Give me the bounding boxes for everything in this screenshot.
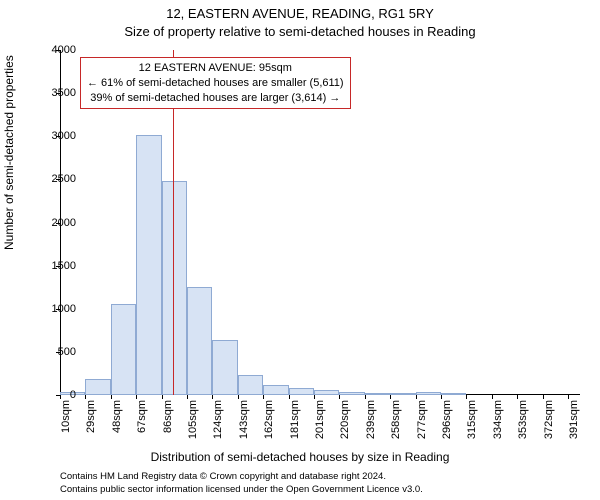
footer-line-2: Contains public sector information licen…: [60, 484, 423, 496]
annotation-line-2: ← 61% of semi-detached houses are smalle…: [87, 76, 344, 91]
y-tick-label: 500: [36, 346, 76, 358]
footer-line-1: Contains HM Land Registry data © Crown c…: [60, 471, 423, 483]
annotation-box: 12 EASTERN AVENUE: 95sqm← 61% of semi-de…: [80, 57, 351, 110]
y-tick-label: 1000: [36, 303, 76, 315]
x-tick-mark: [162, 395, 163, 399]
x-tick-label: 29sqm: [85, 400, 97, 433]
x-tick-label: 334sqm: [492, 400, 504, 439]
chart-title-address: 12, EASTERN AVENUE, READING, RG1 5RY: [0, 6, 600, 21]
x-tick-mark: [543, 395, 544, 399]
x-tick-mark: [187, 395, 188, 399]
x-tick-mark: [339, 395, 340, 399]
x-tick-mark: [314, 395, 315, 399]
x-tick-label: 143sqm: [238, 400, 250, 439]
x-tick-mark: [517, 395, 518, 399]
histogram-bar: [390, 393, 415, 395]
x-axis-label: Distribution of semi-detached houses by …: [0, 450, 600, 464]
x-tick-mark: [85, 395, 86, 399]
chart-container: 12, EASTERN AVENUE, READING, RG1 5RY Siz…: [0, 0, 600, 500]
x-tick-label: 372sqm: [543, 400, 555, 439]
y-tick-label: 4000: [36, 44, 76, 56]
x-tick-label: 105sqm: [187, 400, 199, 439]
y-tick-label: 0: [36, 389, 76, 401]
footer-attribution: Contains HM Land Registry data © Crown c…: [60, 471, 423, 496]
x-tick-label: 315sqm: [466, 400, 478, 439]
x-tick-label: 220sqm: [339, 400, 351, 439]
x-tick-label: 296sqm: [441, 400, 453, 439]
x-tick-mark: [238, 395, 239, 399]
histogram-bar: [187, 287, 212, 395]
x-tick-mark: [111, 395, 112, 399]
annotation-line-1: 12 EASTERN AVENUE: 95sqm: [87, 61, 344, 76]
x-tick-label: 48sqm: [111, 400, 123, 433]
chart-title-description: Size of property relative to semi-detach…: [0, 24, 600, 39]
histogram-bar: [263, 385, 288, 395]
histogram-bar: [365, 393, 390, 395]
y-tick-label: 3500: [36, 87, 76, 99]
x-tick-mark: [441, 395, 442, 399]
x-tick-label: 201sqm: [314, 400, 326, 439]
histogram-bar: [85, 379, 110, 395]
x-tick-label: 239sqm: [365, 400, 377, 439]
x-tick-label: 124sqm: [212, 400, 224, 439]
y-tick-label: 2500: [36, 173, 76, 185]
x-tick-label: 277sqm: [416, 400, 428, 439]
histogram-bar: [111, 304, 136, 395]
x-tick-label: 10sqm: [60, 400, 72, 433]
x-tick-label: 67sqm: [136, 400, 148, 433]
x-tick-label: 86sqm: [162, 400, 174, 433]
x-tick-mark: [416, 395, 417, 399]
x-tick-mark: [390, 395, 391, 399]
x-tick-mark: [492, 395, 493, 399]
x-tick-mark: [136, 395, 137, 399]
x-tick-label: 258sqm: [390, 400, 402, 439]
x-tick-label: 391sqm: [568, 400, 580, 439]
x-tick-mark: [263, 395, 264, 399]
x-tick-label: 181sqm: [289, 400, 301, 439]
histogram-bar: [289, 388, 314, 395]
histogram-bar: [339, 392, 364, 395]
y-axis-label: Number of semi-detached properties: [2, 55, 16, 250]
histogram-bar: [238, 375, 263, 395]
y-tick-label: 2000: [36, 217, 76, 229]
histogram-bar: [212, 340, 237, 395]
y-tick-label: 1500: [36, 260, 76, 272]
x-tick-label: 162sqm: [263, 400, 275, 439]
histogram-bar: [416, 392, 441, 395]
x-tick-mark: [568, 395, 569, 399]
x-tick-mark: [365, 395, 366, 399]
annotation-line-3: 39% of semi-detached houses are larger (…: [87, 91, 344, 106]
histogram-bar: [136, 135, 161, 395]
histogram-bar: [314, 390, 339, 395]
plot-area: 10sqm29sqm48sqm67sqm86sqm105sqm124sqm143…: [60, 50, 580, 395]
x-tick-mark: [212, 395, 213, 399]
x-tick-mark: [466, 395, 467, 399]
x-tick-mark: [289, 395, 290, 399]
x-tick-label: 353sqm: [517, 400, 529, 439]
y-tick-label: 3000: [36, 130, 76, 142]
histogram-bar: [441, 393, 466, 395]
